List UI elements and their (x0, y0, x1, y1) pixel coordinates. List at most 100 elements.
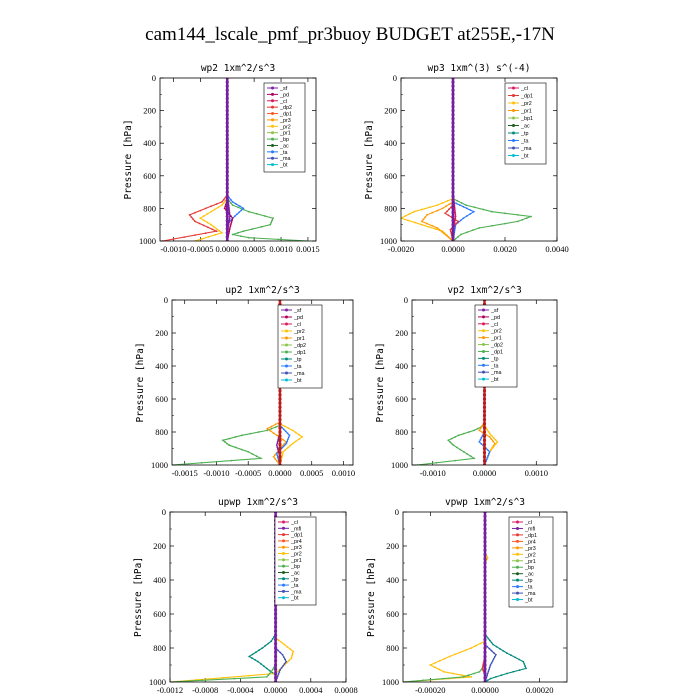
zero-profile-marker (451, 161, 455, 166)
data-point (472, 210, 475, 213)
legend-marker (512, 146, 515, 150)
data-point (236, 213, 238, 216)
legend-label: _tp (524, 578, 533, 584)
data-point (492, 643, 495, 646)
zero-profile-marker (482, 389, 487, 393)
zero-profile-marker (483, 552, 487, 557)
panel-3: up2 1xm^2/s^3 Pressure [hPa] 0 200 400 600 800… (135, 285, 355, 478)
data-point (492, 436, 495, 439)
data-point (276, 442, 279, 445)
legend-marker (516, 598, 519, 602)
y-tick-label: 600 (143, 171, 156, 181)
data-point (215, 230, 218, 233)
legend-box (504, 82, 547, 165)
legend-marker (285, 364, 288, 368)
data-point (223, 207, 226, 210)
data-point (492, 651, 495, 654)
data-point (506, 652, 508, 654)
data-point (231, 201, 234, 203)
plot-frame (402, 511, 568, 683)
data-point (429, 664, 432, 666)
data-point (291, 652, 294, 655)
data-point (281, 653, 284, 656)
zero-profile-marker (451, 227, 455, 231)
data-point (486, 448, 489, 451)
data-point (486, 672, 489, 675)
series-line-pr1 (401, 78, 454, 241)
legend-label: _pr1 (293, 336, 305, 342)
series-line-bp (170, 512, 277, 682)
zero-profile-marker (483, 544, 487, 548)
y-tick-label: 600 (386, 609, 399, 619)
data-point (265, 676, 268, 678)
zero-profile-marker (482, 422, 487, 426)
data-point (266, 429, 269, 432)
y-tick-label: 200 (155, 328, 168, 338)
zero-profile-marker (451, 80, 455, 84)
data-point (486, 456, 489, 459)
data-point (224, 196, 227, 199)
zero-profile-marker (225, 149, 229, 153)
legend-marker (285, 378, 288, 382)
zero-profile-marker (225, 190, 229, 194)
data-point (231, 217, 234, 220)
zero-profile-marker (225, 80, 229, 84)
data-point (469, 212, 472, 215)
series-line-dp1 (417, 300, 486, 465)
legend-marker (285, 371, 288, 375)
data-point (207, 236, 210, 238)
legend-label: _ma (290, 589, 302, 595)
zero-profile-marker (225, 161, 229, 166)
legend-marker (482, 329, 485, 333)
zero-profile-marker (274, 667, 278, 671)
zero-profile-marker (482, 438, 487, 442)
data-point (461, 674, 464, 677)
data-point (228, 219, 231, 222)
legend: _cl _dp1_pr2 _pr1_bp1 _ac_tp _ta_ma _bt (504, 82, 547, 165)
data-point (254, 659, 256, 661)
data-point (228, 210, 231, 212)
data-point (441, 207, 444, 210)
x-tick-label: -0.0008 (192, 685, 218, 695)
x-tick-label: 0.0000 (473, 468, 496, 478)
series-line-dp1 (172, 300, 281, 465)
legend-label: _cl (490, 322, 498, 328)
x-tick-label: 0.0010 (525, 468, 548, 478)
zero-profile-marker (483, 654, 487, 659)
data-point (459, 204, 461, 207)
legend-marker (282, 558, 285, 562)
data-point (287, 436, 290, 439)
zero-profile-marker (451, 190, 455, 194)
zero-profile-marker (483, 599, 487, 603)
data-point (254, 651, 257, 654)
zero-profile-marker (274, 642, 278, 646)
series-line-bp (403, 512, 486, 682)
data-point (241, 434, 243, 437)
zero-profile-marker (483, 569, 487, 574)
panel-title: vpwp 1xm^2/s^3 (445, 497, 525, 508)
data-point (470, 676, 473, 678)
zero-profile-marker (225, 125, 229, 129)
zero-profile-marker (278, 393, 282, 397)
data-point (466, 215, 468, 217)
data-point (436, 204, 439, 207)
x-tick-label: -0.0012 (157, 685, 183, 695)
data-point (214, 234, 217, 236)
plot-frame (169, 511, 347, 683)
data-point (445, 205, 447, 208)
data-point (260, 663, 262, 665)
data-point (454, 215, 457, 218)
data-point (194, 211, 196, 214)
data-point (486, 645, 489, 648)
data-point (481, 667, 484, 670)
legend-marker (271, 112, 274, 116)
data-point (231, 219, 234, 222)
data-point (285, 442, 288, 445)
legend-marker (282, 526, 285, 530)
data-point (521, 218, 524, 221)
data-point (478, 429, 481, 432)
data-point (459, 233, 462, 236)
data-point (215, 227, 218, 230)
data-point (452, 444, 455, 447)
